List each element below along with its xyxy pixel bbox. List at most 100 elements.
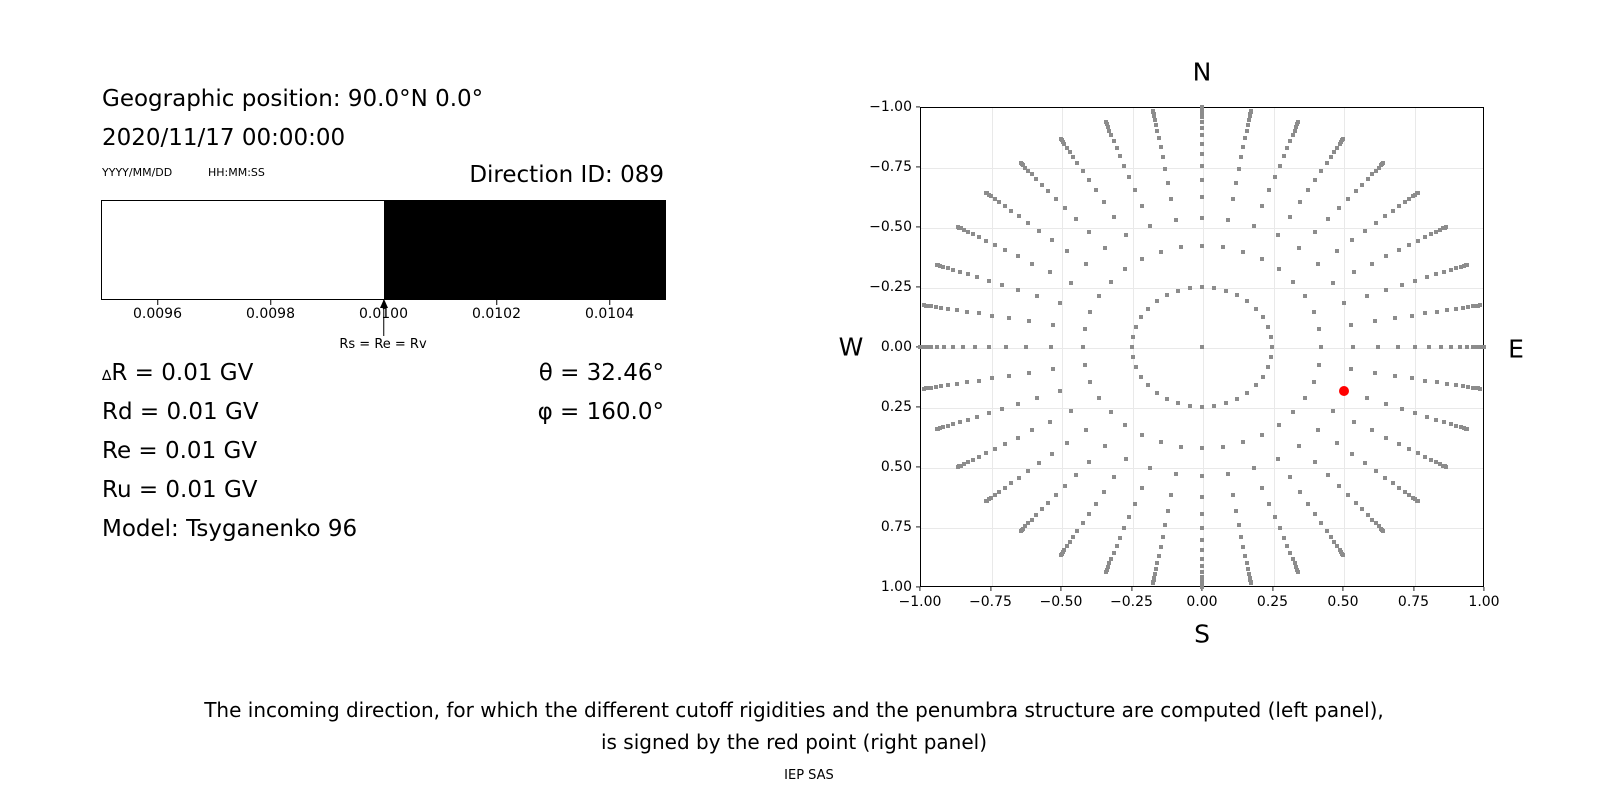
penumbra-tick-label: 0.0098 <box>246 306 295 322</box>
direction-dot <box>945 266 950 271</box>
direction-dot <box>1402 200 1407 205</box>
direction-dot <box>1415 190 1420 195</box>
direction-dot <box>1365 177 1370 182</box>
direction-dot <box>942 345 947 349</box>
direction-dot <box>1324 161 1329 166</box>
direction-dot <box>987 345 992 349</box>
direction-dot <box>1200 151 1204 156</box>
direction-dot <box>1319 168 1324 173</box>
direction-dot <box>1464 262 1469 267</box>
direction-dot <box>1448 267 1453 272</box>
gridline-vertical <box>1062 108 1063 586</box>
direction-dot <box>1384 287 1389 292</box>
direction-dot <box>1365 512 1370 517</box>
direction-dot <box>1030 261 1035 266</box>
direction-dot <box>1109 556 1114 561</box>
direction-dot <box>1173 218 1178 223</box>
direction-dot <box>1111 215 1116 220</box>
penumbra-tick-mark <box>608 300 611 305</box>
direction-dot <box>1054 197 1059 202</box>
direction-dot <box>1048 345 1053 349</box>
direction-dot <box>1230 197 1235 202</box>
penumbra-forbidden-region <box>383 201 665 299</box>
direction-dot <box>1200 511 1204 516</box>
delta-r-row: ∆R = 0.01 GV <box>102 360 253 386</box>
direction-dot <box>1026 168 1031 173</box>
y-axis-tick-label: −0.75 <box>869 159 912 175</box>
direction-dot <box>1155 390 1160 395</box>
compass-north-label: N <box>1192 57 1212 87</box>
direction-dot <box>1093 188 1098 193</box>
direction-dot <box>1139 485 1144 490</box>
direction-dot <box>1165 293 1170 298</box>
direction-dot <box>929 304 933 309</box>
direction-dot <box>1457 345 1462 349</box>
direction-dot <box>1102 443 1107 448</box>
direction-dot <box>1169 197 1174 202</box>
direction-dot <box>1246 571 1251 576</box>
direction-dot <box>1306 188 1311 193</box>
re-row: Re = 0.01 GV <box>102 438 258 464</box>
y-axis-tick-label: 0.00 <box>880 339 912 355</box>
direction-dot <box>1429 232 1434 237</box>
direction-dot <box>1003 345 1008 349</box>
direction-dot <box>924 345 929 349</box>
direction-dot <box>1453 306 1458 311</box>
direction-dot <box>1292 561 1297 566</box>
direction-dot <box>1200 473 1204 478</box>
direction-dot <box>1059 137 1064 142</box>
direction-dot <box>1290 133 1295 138</box>
direction-dot <box>997 489 1002 494</box>
theta-label: θ = 32.46° <box>538 360 664 386</box>
direction-dot <box>1234 509 1239 514</box>
direction-dot <box>1470 385 1475 390</box>
direction-dot <box>1373 371 1378 375</box>
direction-dot <box>1340 137 1345 142</box>
direction-dot <box>1063 483 1068 488</box>
x-axis-tick-label: −0.50 <box>1039 594 1083 610</box>
direction-dot <box>1370 172 1375 177</box>
direction-dot <box>1220 444 1225 449</box>
direction-dot <box>1200 285 1204 290</box>
direction-dot <box>1016 214 1021 219</box>
direction-dot <box>1445 381 1450 386</box>
direction-dot <box>1080 168 1085 173</box>
direction-dot <box>964 309 969 314</box>
direction-dot <box>1026 521 1031 526</box>
delta-r-value: R = 0.01 GV <box>111 360 254 386</box>
direction-dot <box>1303 395 1308 400</box>
direction-dot <box>1087 379 1092 384</box>
direction-dot <box>973 345 978 349</box>
direction-dot <box>965 460 970 465</box>
direction-dot <box>1413 278 1418 283</box>
direction-dot <box>1111 474 1116 479</box>
gridline-horizontal <box>921 168 1483 169</box>
direction-dot <box>1158 144 1163 149</box>
direction-dot <box>1383 475 1388 480</box>
direction-dot <box>1034 177 1039 182</box>
direction-dot <box>1068 409 1073 414</box>
direction-dot <box>941 264 946 269</box>
y-axis-tick-label: −1.00 <box>869 99 912 115</box>
direction-dot <box>1065 441 1070 446</box>
direction-dot <box>1268 355 1273 360</box>
direction-dot <box>1023 524 1028 529</box>
direction-dot <box>954 308 959 313</box>
direction-dot <box>1415 499 1420 504</box>
direction-dot <box>1132 501 1137 506</box>
direction-dot <box>957 420 962 424</box>
direction-dot <box>1241 144 1246 149</box>
direction-dot <box>1328 534 1333 539</box>
direction-dot <box>1247 575 1252 580</box>
penumbra-tick-label: 0.0096 <box>133 306 182 322</box>
direction-dot <box>1234 293 1239 298</box>
direction-dot <box>1200 114 1204 119</box>
direction-dot <box>1449 345 1454 349</box>
direction-dot <box>1315 262 1320 267</box>
direction-dot <box>1275 233 1280 238</box>
direction-dot <box>976 235 981 240</box>
direction-dot <box>1407 196 1412 201</box>
direction-dot <box>986 278 991 283</box>
direction-dot <box>1134 324 1139 329</box>
direction-dot <box>1390 208 1395 213</box>
